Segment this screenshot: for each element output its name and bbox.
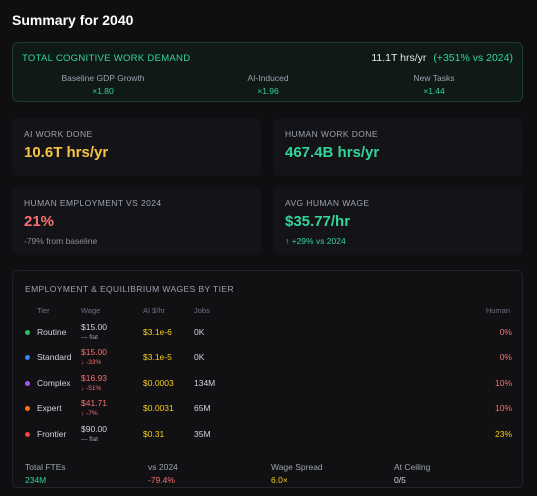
summary-value: 0/5 <box>394 475 406 485</box>
summary-label: vs 2024 <box>148 462 178 472</box>
tier-ai-cost: $0.31 <box>143 429 165 439</box>
tiers-heading: EMPLOYMENT & EQUILIBRIUM WAGES BY TIER <box>25 284 235 294</box>
tier-wage: $16.93 <box>81 373 107 383</box>
summary-at-ceiling: At Ceiling 0/5 <box>394 462 430 485</box>
factor-new-tasks: New Tasks ×1.44 <box>374 73 494 96</box>
tier-row-expert: Expert $41.71 ↓ -7% $0.0031 65M 10% <box>13 397 524 421</box>
factor-label: New Tasks <box>413 73 455 83</box>
avg-wage-note: ↑ +29% vs 2024 <box>285 236 346 246</box>
tier-row-routine: Routine $15.00 — flat $3.1e-6 0K 0% <box>13 321 524 345</box>
tier-jobs: 0K <box>194 352 205 362</box>
factor-value: ×1.96 <box>257 86 279 96</box>
tier-wage: $90.00 <box>81 424 107 434</box>
factor-value: ×1.44 <box>423 86 445 96</box>
tier-human-share: 10% <box>494 378 512 388</box>
tiers-table: EMPLOYMENT & EQUILIBRIUM WAGES BY TIER T… <box>12 270 523 488</box>
tier-name: Routine <box>37 327 67 337</box>
employment-value: 21% <box>24 213 55 230</box>
tier-color-dot <box>25 406 30 411</box>
avg-wage-value: $35.77/hr <box>285 213 351 230</box>
total-demand-change: (+351% vs 2024) <box>433 52 513 64</box>
tier-ai-cost: $0.0031 <box>143 403 174 413</box>
tier-human-share: 10% <box>494 403 512 413</box>
tier-wage-change: — flat <box>81 334 98 341</box>
tier-wage-change: ↓ -33% <box>81 359 102 366</box>
tier-color-dot <box>25 381 30 386</box>
tier-human-share: 23% <box>494 429 512 439</box>
tier-jobs: 65M <box>194 403 211 413</box>
human-work-card: HUMAN WORK DONE 467.4B hrs/yr <box>273 118 523 176</box>
total-demand-label: TOTAL COGNITIVE WORK DEMAND <box>22 53 191 64</box>
human-work-value: 467.4B hrs/yr <box>285 144 380 161</box>
human-work-label: HUMAN WORK DONE <box>285 129 378 139</box>
total-demand-value: 11.1T hrs/yr (+351% vs 2024) <box>371 52 513 64</box>
factor-label: Baseline GDP Growth <box>61 73 145 83</box>
summary-value: 6.0× <box>271 475 288 485</box>
tier-ai-cost: $3.1e-5 <box>143 352 172 362</box>
tier-name: Frontier <box>37 429 67 439</box>
summary-label: Total FTEs <box>25 462 66 472</box>
ai-work-label: AI WORK DONE <box>24 129 93 139</box>
summary-value: 234M <box>25 475 47 485</box>
tier-jobs: 134M <box>194 378 216 388</box>
tier-wage-change: — flat <box>81 436 98 443</box>
ai-work-card: AI WORK DONE 10.6T hrs/yr <box>12 118 261 176</box>
summary-value: -79.4% <box>148 475 175 485</box>
tier-row-frontier: Frontier $90.00 — flat $0.31 35M 23% <box>13 423 524 447</box>
avg-wage-card: AVG HUMAN WAGE $35.77/hr ↑ +29% vs 2024 <box>273 187 523 255</box>
total-demand-panel: TOTAL COGNITIVE WORK DEMAND 11.1T hrs/yr… <box>12 42 523 102</box>
factor-value: ×1.80 <box>92 86 114 96</box>
summary-label: Wage Spread <box>271 462 323 472</box>
tier-ai-cost: $0.0003 <box>143 378 174 388</box>
tier-row-complex: Complex $16.93 ↓ -51% $0.0003 134M 10% <box>13 372 524 396</box>
employment-label: HUMAN EMPLOYMENT VS 2024 <box>24 198 162 208</box>
total-demand-amount: 11.1T hrs/yr <box>371 52 427 64</box>
tier-wage-change: ↓ -7% <box>81 410 98 417</box>
employment-card: HUMAN EMPLOYMENT VS 2024 21% -79% from b… <box>12 187 261 255</box>
summary-label: At Ceiling <box>394 462 431 472</box>
tier-jobs: 35M <box>194 429 211 439</box>
tier-wage: $15.00 <box>81 322 107 332</box>
tier-color-dot <box>25 355 30 360</box>
ai-work-value: 10.6T hrs/yr <box>24 144 109 161</box>
tier-wage: $41.71 <box>81 398 107 408</box>
column-header-tier: Tier <box>37 306 50 315</box>
column-header-human: Human <box>485 306 510 315</box>
tier-jobs: 0K <box>194 327 205 337</box>
employment-note: -79% from baseline <box>24 236 98 246</box>
tier-color-dot <box>25 432 30 437</box>
tier-human-share: 0% <box>499 327 512 337</box>
summary-total-ftes: Total FTEs 234M <box>25 462 66 485</box>
tier-name: Standard <box>37 352 72 362</box>
factor-label: AI-Induced <box>247 73 289 83</box>
page-title: Summary for 2040 <box>12 12 134 28</box>
tier-human-share: 0% <box>499 352 512 362</box>
column-header-ai-cost: AI $/hr <box>143 306 166 315</box>
tier-name: Expert <box>37 403 62 413</box>
summary-vs-2024: vs 2024 -79.4% <box>148 462 178 485</box>
factor-baseline-gdp: Baseline GDP Growth ×1.80 <box>43 73 163 96</box>
tier-wage: $15.00 <box>81 347 107 357</box>
column-header-wage: Wage <box>81 306 101 315</box>
tier-name: Complex <box>37 378 71 388</box>
tier-row-standard: Standard $15.00 ↓ -33% $3.1e-5 0K 0% <box>13 346 524 370</box>
tier-ai-cost: $3.1e-6 <box>143 327 172 337</box>
summary-wage-spread: Wage Spread 6.0× <box>271 462 323 485</box>
column-header-jobs: Jobs <box>194 306 210 315</box>
tier-wage-change: ↓ -51% <box>81 385 102 392</box>
tier-color-dot <box>25 330 30 335</box>
factor-ai-induced: AI-Induced ×1.96 <box>208 73 328 96</box>
avg-wage-label: AVG HUMAN WAGE <box>285 198 370 208</box>
